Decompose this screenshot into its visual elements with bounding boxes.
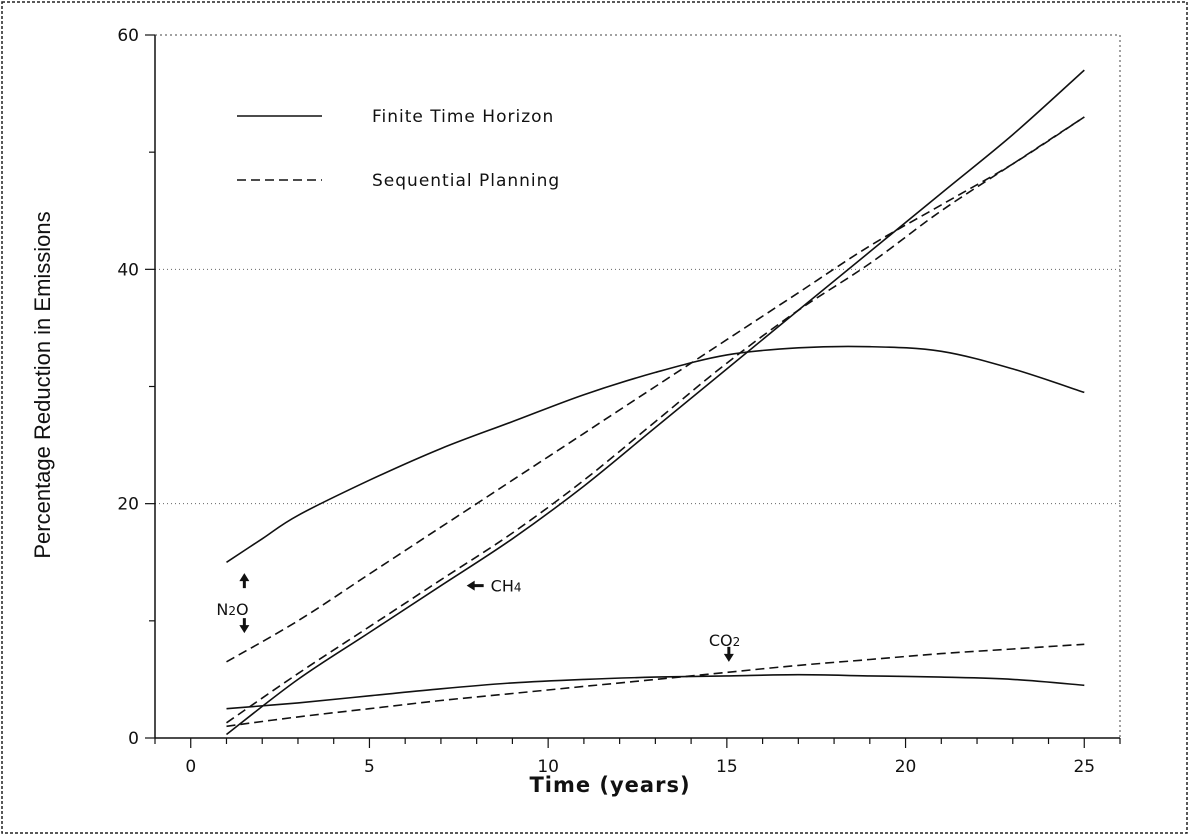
legend-label-1: Finite Time Horizon [372, 107, 554, 127]
annotations: N2O CH4 CO2 [216, 573, 740, 662]
n2o-up-arrow-icon [239, 573, 250, 589]
series-line-3 [226, 69, 1085, 736]
n2o-label: N2O [216, 600, 248, 619]
y-tick-label-40: 40 [117, 260, 139, 280]
x-tick-label-25: 25 [1073, 757, 1095, 777]
x-axis-title: Time (years) [529, 773, 690, 797]
y-axis-title: Percentage Reduction in Emissions [30, 211, 55, 558]
x-tick-label-0: 0 [185, 757, 196, 777]
x-tick-label-15: 15 [716, 757, 738, 777]
y-tick-label-0: 0 [128, 729, 139, 749]
grid-layer [155, 268, 1120, 505]
n2o-down-arrow-icon [239, 618, 250, 634]
y-tick-label-60: 60 [117, 26, 139, 46]
x-tick-label-10: 10 [537, 757, 559, 777]
co2-label: CO2 [709, 631, 740, 650]
series-layer [226, 69, 1085, 736]
ch4-label: CH4 [491, 577, 522, 596]
x-tick-label-20: 20 [895, 757, 917, 777]
co2-down-arrow-icon [723, 646, 734, 662]
y-tick-label-20: 20 [117, 495, 139, 515]
legend: Finite Time Horizon Sequential Planning [237, 107, 560, 191]
series-line-2 [226, 116, 1085, 663]
series-line-5 [226, 673, 1085, 710]
series-line-6 [226, 643, 1085, 728]
legend-label-2: Sequential Planning [372, 171, 560, 191]
series-line-4 [226, 116, 1085, 724]
x-tick-label-5: 5 [364, 757, 375, 777]
series-line-1 [226, 345, 1085, 563]
axis-layer: 0 5 10 15 20 25 0 20 40 60 [117, 26, 1121, 777]
ch4-left-arrow-icon [466, 580, 484, 591]
